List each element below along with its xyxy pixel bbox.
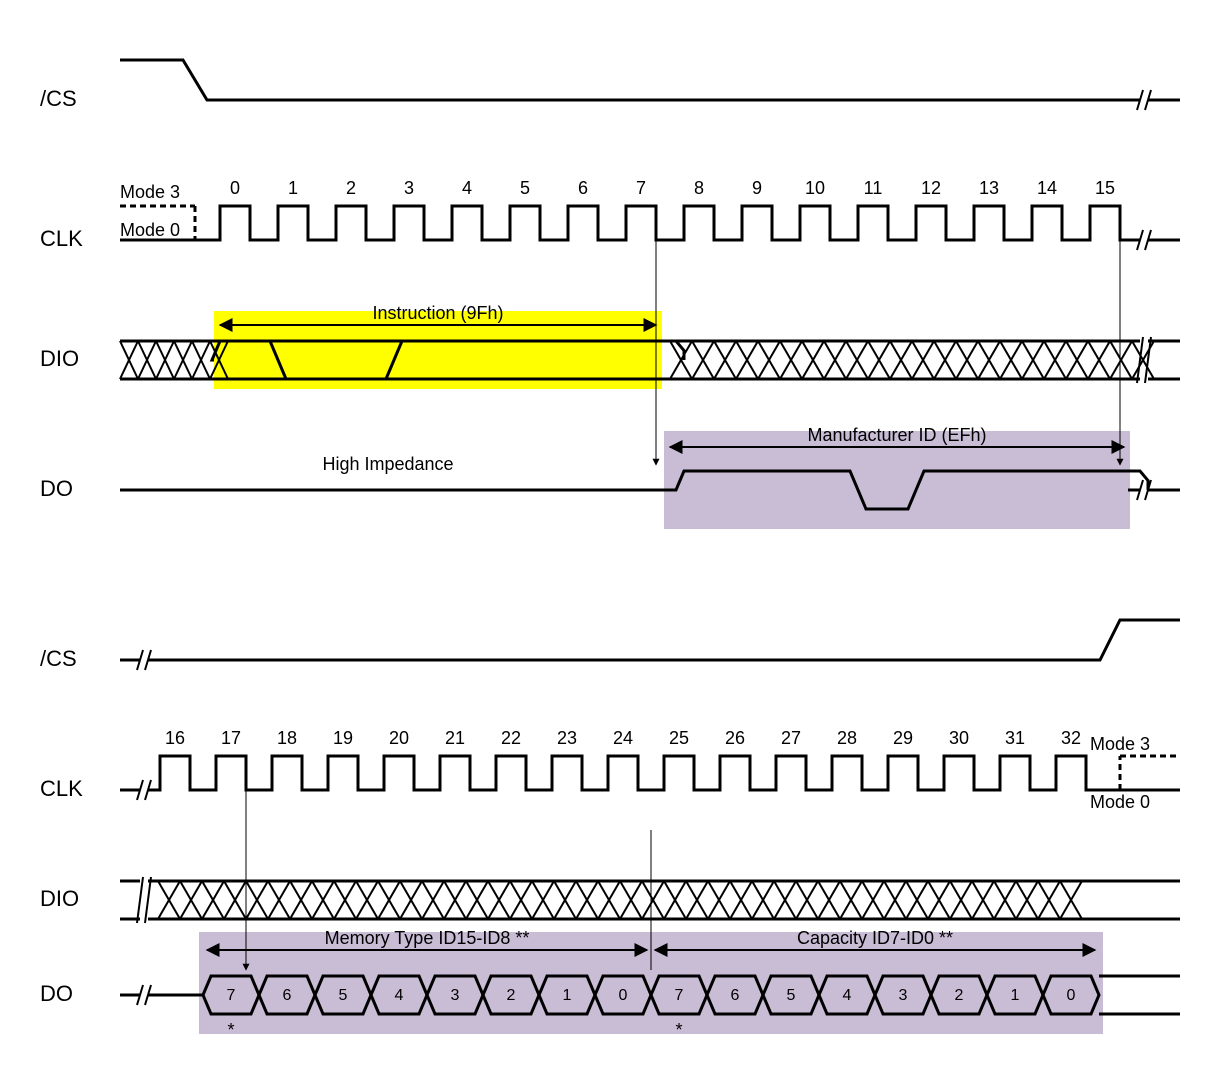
svg-text:7: 7 (227, 987, 236, 1004)
svg-text:13: 13 (979, 178, 999, 198)
svg-text:6: 6 (283, 987, 292, 1004)
svg-text:*: * (227, 1020, 234, 1040)
svg-text:0: 0 (230, 178, 240, 198)
svg-text:14: 14 (1037, 178, 1057, 198)
svg-text:4: 4 (462, 178, 472, 198)
label-do-top: DO (40, 476, 73, 501)
label-dio-top: DIO (40, 346, 79, 371)
svg-text:22: 22 (501, 728, 521, 748)
label-cs-top: /CS (40, 86, 77, 111)
svg-text:2: 2 (346, 178, 356, 198)
svg-text:1: 1 (563, 987, 572, 1004)
label-clk-bot: CLK (40, 776, 83, 801)
svg-text:9: 9 (752, 178, 762, 198)
svg-text:6: 6 (578, 178, 588, 198)
mode0-top: Mode 0 (120, 220, 180, 240)
svg-text:29: 29 (893, 728, 913, 748)
svg-text:18: 18 (277, 728, 297, 748)
svg-text:24: 24 (613, 728, 633, 748)
svg-text:6: 6 (731, 987, 740, 1004)
label-clk-top: CLK (40, 226, 83, 251)
svg-text:Memory Type ID15-ID8 **: Memory Type ID15-ID8 ** (325, 928, 530, 948)
label-dio-bot: DIO (40, 886, 79, 911)
svg-text:0: 0 (619, 987, 628, 1004)
svg-text:Instruction (9Fh): Instruction (9Fh) (372, 303, 503, 323)
svg-text:5: 5 (520, 178, 530, 198)
svg-text:4: 4 (395, 987, 404, 1004)
svg-text:3: 3 (404, 178, 414, 198)
svg-text:32: 32 (1061, 728, 1081, 748)
svg-text:3: 3 (451, 987, 460, 1004)
svg-text:8: 8 (694, 178, 704, 198)
svg-text:21: 21 (445, 728, 465, 748)
mode3-bot: Mode 3 (1090, 734, 1150, 754)
svg-text:1: 1 (288, 178, 298, 198)
cs-wave-top (120, 60, 1140, 100)
cs-wave-bot (148, 620, 1180, 660)
svg-text:15: 15 (1095, 178, 1115, 198)
svg-text:28: 28 (837, 728, 857, 748)
svg-text:17: 17 (221, 728, 241, 748)
timing-diagram: /CSCLKMode 3Mode 00123456789101112131415… (20, 20, 1219, 1047)
svg-text:4: 4 (843, 987, 852, 1004)
svg-text:2: 2 (507, 987, 516, 1004)
mfr-highlight (664, 431, 1130, 529)
svg-text:31: 31 (1005, 728, 1025, 748)
highz-label: High Impedance (322, 454, 453, 474)
svg-text:5: 5 (339, 987, 348, 1004)
svg-text:26: 26 (725, 728, 745, 748)
svg-text:0: 0 (1067, 987, 1076, 1004)
svg-text:7: 7 (675, 987, 684, 1004)
svg-text:25: 25 (669, 728, 689, 748)
label-cs-bot: /CS (40, 646, 77, 671)
svg-text:11: 11 (864, 178, 883, 198)
svg-text:3: 3 (899, 987, 908, 1004)
svg-text:19: 19 (333, 728, 353, 748)
svg-text:2: 2 (955, 987, 964, 1004)
mode3-top: Mode 3 (120, 182, 180, 202)
svg-text:27: 27 (781, 728, 801, 748)
svg-text:23: 23 (557, 728, 577, 748)
svg-text:*: * (675, 1020, 682, 1040)
label-do-bot: DO (40, 981, 73, 1006)
svg-text:1: 1 (1011, 987, 1020, 1004)
svg-text:Capacity ID7-ID0 **: Capacity ID7-ID0 ** (797, 928, 953, 948)
svg-text:5: 5 (787, 987, 796, 1004)
svg-text:10: 10 (805, 178, 825, 198)
svg-text:Manufacturer ID (EFh): Manufacturer ID (EFh) (807, 425, 986, 445)
svg-text:16: 16 (165, 728, 185, 748)
svg-text:12: 12 (921, 178, 941, 198)
svg-text:7: 7 (636, 178, 646, 198)
mode0-bot: Mode 0 (1090, 792, 1150, 812)
svg-text:30: 30 (949, 728, 969, 748)
svg-text:20: 20 (389, 728, 409, 748)
